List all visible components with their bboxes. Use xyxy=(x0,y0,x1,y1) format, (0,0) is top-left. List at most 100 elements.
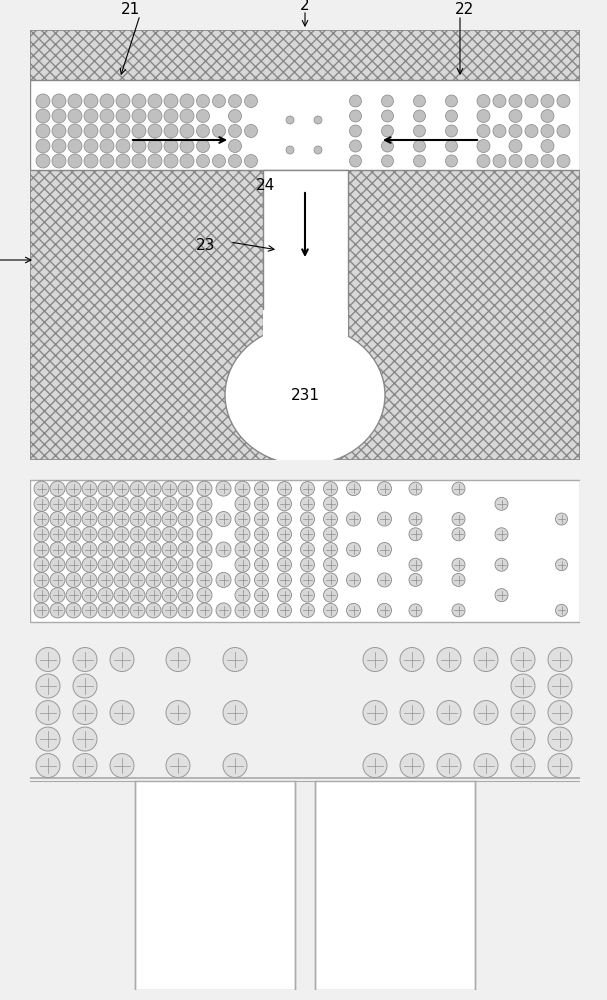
Circle shape xyxy=(98,512,113,527)
Text: 22: 22 xyxy=(455,2,475,17)
Circle shape xyxy=(347,482,361,496)
Circle shape xyxy=(446,140,458,152)
Circle shape xyxy=(197,603,212,618)
Circle shape xyxy=(98,542,113,557)
Circle shape xyxy=(347,512,361,526)
Circle shape xyxy=(197,124,209,137)
Circle shape xyxy=(286,116,294,124)
Circle shape xyxy=(197,557,212,572)
Circle shape xyxy=(277,497,291,511)
Circle shape xyxy=(166,701,190,725)
Circle shape xyxy=(148,154,162,168)
Circle shape xyxy=(477,124,490,137)
Circle shape xyxy=(36,754,60,778)
Circle shape xyxy=(235,542,250,557)
Circle shape xyxy=(477,154,490,167)
Circle shape xyxy=(82,496,97,511)
Circle shape xyxy=(400,754,424,778)
Circle shape xyxy=(409,528,422,541)
Circle shape xyxy=(314,116,322,124)
Circle shape xyxy=(197,542,212,557)
Circle shape xyxy=(82,481,97,496)
Circle shape xyxy=(324,542,337,556)
Circle shape xyxy=(197,154,209,167)
Circle shape xyxy=(350,110,362,122)
Circle shape xyxy=(223,754,247,778)
Circle shape xyxy=(350,125,362,137)
Circle shape xyxy=(495,589,508,602)
Circle shape xyxy=(116,94,130,108)
Circle shape xyxy=(277,542,291,556)
Circle shape xyxy=(100,124,114,138)
Circle shape xyxy=(347,542,361,556)
Circle shape xyxy=(146,481,161,496)
Circle shape xyxy=(34,557,49,572)
Circle shape xyxy=(34,527,49,542)
Circle shape xyxy=(511,701,535,725)
Circle shape xyxy=(164,139,178,153)
Circle shape xyxy=(82,512,97,527)
Circle shape xyxy=(254,527,268,541)
Circle shape xyxy=(164,154,178,168)
Circle shape xyxy=(548,727,572,751)
Circle shape xyxy=(446,155,458,167)
Circle shape xyxy=(66,572,81,587)
Circle shape xyxy=(541,124,554,137)
Circle shape xyxy=(98,572,113,587)
Circle shape xyxy=(347,573,361,587)
Circle shape xyxy=(130,496,145,511)
Circle shape xyxy=(474,701,498,725)
Circle shape xyxy=(245,154,257,167)
Circle shape xyxy=(50,527,65,542)
Circle shape xyxy=(197,512,212,527)
Circle shape xyxy=(197,588,212,603)
Circle shape xyxy=(98,481,113,496)
Circle shape xyxy=(245,95,257,107)
Circle shape xyxy=(162,527,177,542)
Circle shape xyxy=(212,154,225,167)
Circle shape xyxy=(114,603,129,618)
Circle shape xyxy=(130,512,145,527)
Circle shape xyxy=(164,124,178,138)
Circle shape xyxy=(178,527,193,542)
Circle shape xyxy=(245,124,257,137)
Circle shape xyxy=(223,648,247,672)
Circle shape xyxy=(36,648,60,672)
Circle shape xyxy=(409,558,422,571)
Circle shape xyxy=(66,496,81,511)
Circle shape xyxy=(36,139,50,153)
Circle shape xyxy=(400,648,424,672)
Circle shape xyxy=(216,572,231,587)
Circle shape xyxy=(98,496,113,511)
Circle shape xyxy=(286,146,294,154)
Circle shape xyxy=(50,603,65,618)
Circle shape xyxy=(300,558,314,572)
Circle shape xyxy=(114,572,129,587)
Bar xyxy=(315,781,475,990)
Circle shape xyxy=(413,155,426,167)
Circle shape xyxy=(68,124,82,138)
Circle shape xyxy=(180,109,194,123)
Circle shape xyxy=(73,701,97,725)
Circle shape xyxy=(548,754,572,778)
Circle shape xyxy=(180,94,194,108)
Circle shape xyxy=(110,754,134,778)
Circle shape xyxy=(36,701,60,725)
Circle shape xyxy=(114,512,129,527)
Circle shape xyxy=(34,481,49,496)
Circle shape xyxy=(178,542,193,557)
Circle shape xyxy=(228,109,242,122)
Circle shape xyxy=(98,527,113,542)
Circle shape xyxy=(180,139,194,153)
Circle shape xyxy=(100,154,114,168)
Circle shape xyxy=(82,572,97,587)
Circle shape xyxy=(548,701,572,725)
Circle shape xyxy=(254,482,268,496)
Circle shape xyxy=(300,588,314,602)
Circle shape xyxy=(50,588,65,603)
Circle shape xyxy=(324,603,337,617)
Circle shape xyxy=(162,496,177,511)
Circle shape xyxy=(148,124,162,138)
Circle shape xyxy=(493,124,506,137)
Circle shape xyxy=(84,94,98,108)
